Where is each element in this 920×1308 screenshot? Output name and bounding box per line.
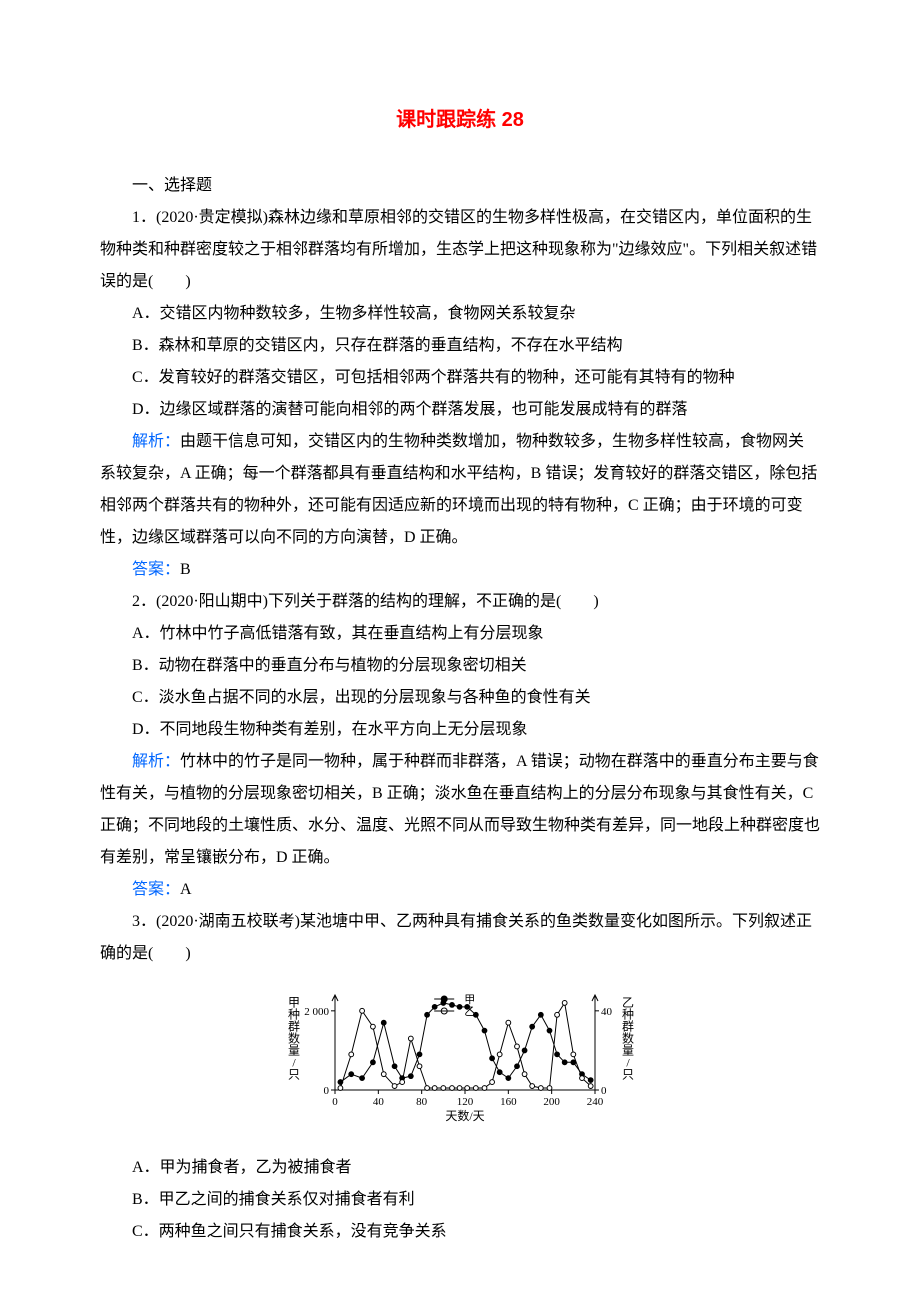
page-title: 课时跟踪练 28 — [100, 100, 820, 140]
q3-option-c: C．两种鱼之间只有捕食关系，没有竞争关系 — [100, 1216, 820, 1248]
q3-stem: 3．(2020·湖南五校联考)某池塘中甲、乙两种具有捕食关系的鱼类数量变化如图所… — [100, 906, 820, 970]
q2-option-d: D．不同地段生物种类有差别，在水平方向上无分层现象 — [100, 714, 820, 746]
svg-text:40: 40 — [373, 1096, 385, 1108]
answer-text: B — [180, 561, 191, 578]
svg-text:甲: 甲 — [464, 994, 475, 1006]
svg-text:200: 200 — [543, 1096, 560, 1108]
answer-label: 答案： — [132, 561, 180, 578]
svg-text:0: 0 — [324, 1085, 330, 1097]
svg-text:120: 120 — [457, 1096, 474, 1108]
q2-stem: 2．(2020·阳山期中)下列关于群落的结构的理解，不正确的是( ) — [100, 586, 820, 618]
analysis-label: 解析： — [132, 753, 180, 770]
svg-text:0: 0 — [601, 1085, 607, 1097]
svg-text:天数/天: 天数/天 — [445, 1108, 484, 1123]
q3-option-a: A．甲为捕食者，乙为被捕食者 — [100, 1152, 820, 1184]
q3-chart: 0 40 80 120 160 200 240 天数/天 0 2 000 甲种群数量/只 0 40 乙种群… — [100, 980, 820, 1142]
svg-text:160: 160 — [500, 1096, 517, 1108]
q2-option-a: A．竹林中竹子高低错落有致，其在垂直结构上有分层现象 — [100, 618, 820, 650]
svg-text:40: 40 — [601, 1006, 613, 1018]
analysis-text: 由题干信息可知，交错区内的生物种类数增加，物种数较多，生物多样性较高，食物网关系… — [100, 433, 817, 546]
analysis-text: 竹林中的竹子是同一物种，属于种群而非群落，A 错误；动物在群落中的垂直分布主要与… — [100, 753, 820, 866]
svg-text:甲种群数量/只: 甲种群数量/只 — [288, 996, 300, 1082]
population-chart-svg: 0 40 80 120 160 200 240 天数/天 0 2 000 甲种群数量/只 0 40 乙种群… — [280, 980, 640, 1130]
answer-text: A — [180, 881, 192, 898]
svg-text:0: 0 — [332, 1096, 338, 1108]
q1-stem: 1．(2020·贵定模拟)森林边缘和草原相邻的交错区的生物多样性极高，在交错区内… — [100, 202, 820, 298]
svg-text:2 000: 2 000 — [304, 1006, 329, 1018]
answer-label: 答案： — [132, 881, 180, 898]
section-heading: 一、选择题 — [100, 170, 820, 202]
q1-option-c: C．发育较好的群落交错区，可包括相邻两个群落共有的物种，还可能有其特有的物种 — [100, 362, 820, 394]
page: 课时跟踪练 28 一、选择题 1．(2020·贵定模拟)森林边缘和草原相邻的交错… — [0, 0, 920, 1308]
svg-text:乙: 乙 — [464, 1005, 475, 1018]
svg-text:乙种群数量/只: 乙种群数量/只 — [622, 996, 634, 1082]
q1-option-d: D．边缘区域群落的演替可能向相邻的两个群落发展，也可能发展成特有的群落 — [100, 394, 820, 426]
q1-answer: 答案：B — [100, 554, 820, 586]
svg-text:80: 80 — [416, 1096, 428, 1108]
q2-analysis: 解析：竹林中的竹子是同一物种，属于种群而非群落，A 错误；动物在群落中的垂直分布… — [100, 746, 820, 874]
q2-option-c: C．淡水鱼占据不同的水层，出现的分层现象与各种鱼的食性有关 — [100, 682, 820, 714]
q2-answer: 答案：A — [100, 874, 820, 906]
q3-option-b: B．甲乙之间的捕食关系仅对捕食者有利 — [100, 1184, 820, 1216]
q1-option-b: B．森林和草原的交错区内，只存在群落的垂直结构，不存在水平结构 — [100, 330, 820, 362]
q1-analysis: 解析：由题干信息可知，交错区内的生物种类数增加，物种数较多，生物多样性较高，食物… — [100, 426, 820, 554]
svg-text:240: 240 — [587, 1096, 604, 1108]
analysis-label: 解析： — [132, 433, 180, 450]
q1-option-a: A．交错区内物种数较多，生物多样性较高，食物网关系较复杂 — [100, 298, 820, 330]
q2-option-b: B．动物在群落中的垂直分布与植物的分层现象密切相关 — [100, 650, 820, 682]
